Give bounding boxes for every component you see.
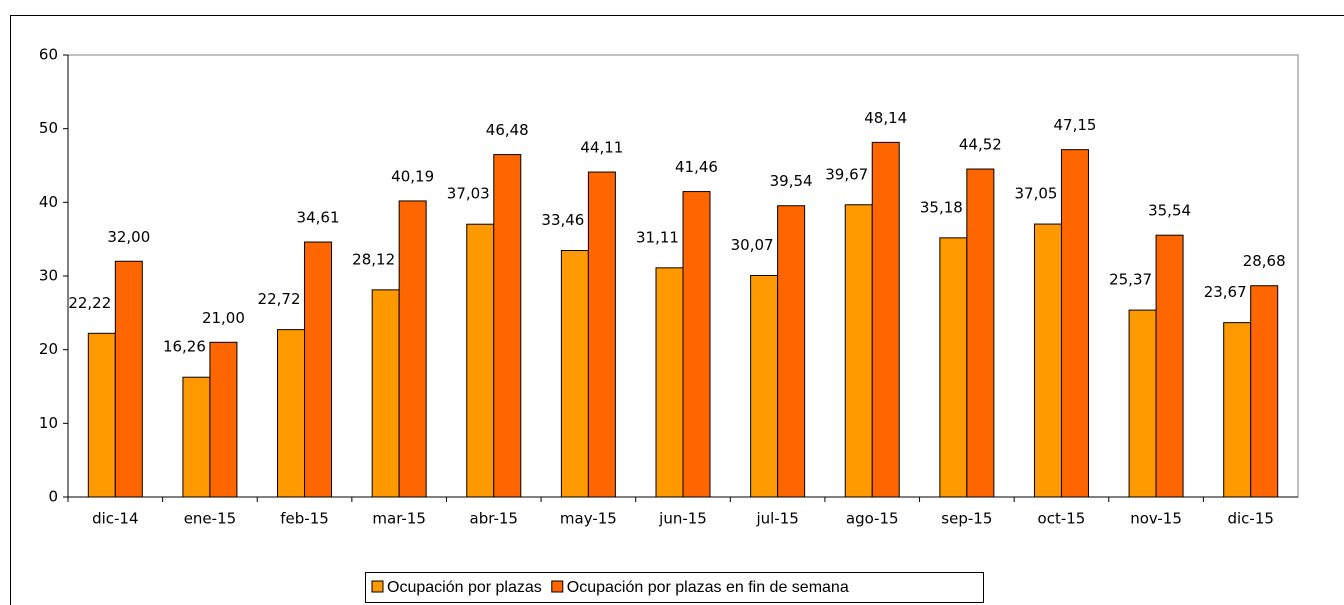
- value-label: 37,03: [447, 185, 490, 203]
- bar: [466, 223, 495, 498]
- bar: [682, 191, 711, 498]
- bar: [560, 250, 589, 498]
- value-label: 21,00: [202, 309, 245, 327]
- bar: [209, 341, 238, 498]
- x-tick-label: ene-15: [184, 510, 236, 528]
- y-tick-label: 10: [39, 414, 58, 432]
- bar: [1033, 223, 1062, 498]
- value-label: 40,19: [391, 167, 434, 185]
- value-label: 33,46: [541, 211, 584, 229]
- value-label: 41,46: [675, 158, 718, 176]
- bar: [587, 171, 616, 498]
- value-label: 48,14: [864, 109, 907, 127]
- y-tick-label: 20: [39, 340, 58, 358]
- x-tick-label: ago-15: [846, 510, 899, 528]
- value-label: 34,61: [297, 209, 340, 227]
- value-label: 23,67: [1204, 283, 1247, 301]
- x-tick-label: may-15: [560, 510, 617, 528]
- legend-label: Ocupación por plazas en fin de semana: [567, 579, 849, 596]
- x-tick-label: mar-15: [372, 510, 426, 528]
- value-label: 35,54: [1148, 202, 1191, 220]
- x-tick-label: nov-15: [1130, 510, 1182, 528]
- bar: [493, 154, 522, 498]
- y-tick-label: 50: [39, 119, 58, 137]
- legend-box: [365, 572, 984, 603]
- bar: [871, 141, 900, 498]
- value-label: 44,52: [959, 136, 1002, 154]
- bar: [750, 274, 779, 498]
- value-label: 25,37: [1109, 271, 1152, 289]
- legend-swatch: [371, 580, 384, 593]
- x-tick-label: dic-15: [1227, 510, 1273, 528]
- x-tick-label: dic-14: [92, 510, 138, 528]
- bar: [1128, 309, 1157, 498]
- value-label: 16,26: [163, 338, 206, 356]
- bar: [277, 329, 306, 498]
- bar: [1250, 285, 1279, 498]
- bar: [1060, 149, 1089, 498]
- value-label: 22,22: [68, 294, 111, 312]
- bar: [87, 332, 116, 498]
- bar: [655, 267, 684, 498]
- x-tick-label: jul-15: [755, 510, 798, 528]
- bar: [114, 260, 143, 498]
- y-tick-label: 0: [48, 488, 58, 506]
- legend-label: Ocupación por plazas: [387, 579, 542, 596]
- value-label: 37,05: [1014, 185, 1057, 203]
- bar: [777, 205, 806, 498]
- chart-border: [10, 15, 1344, 605]
- value-label: 39,54: [770, 172, 813, 190]
- x-tick-label: abr-15: [470, 510, 518, 528]
- value-label: 28,12: [352, 250, 395, 268]
- value-label: 28,68: [1243, 252, 1286, 270]
- bar: [966, 168, 995, 498]
- y-tick-label: 40: [39, 193, 58, 211]
- value-label: 31,11: [636, 228, 679, 246]
- x-tick-label: oct-15: [1038, 510, 1086, 528]
- bar: [304, 241, 333, 498]
- legend-swatch: [551, 580, 564, 593]
- value-label: 44,11: [580, 139, 623, 157]
- bar: [398, 200, 427, 498]
- value-label: 39,67: [825, 165, 868, 183]
- bar: [1155, 234, 1184, 498]
- x-tick-label: feb-15: [280, 510, 329, 528]
- value-label: 35,18: [920, 198, 963, 216]
- bar: [371, 289, 400, 498]
- value-label: 47,15: [1053, 116, 1096, 134]
- bar: [844, 204, 873, 498]
- y-tick-label: 30: [39, 267, 58, 285]
- value-label: 32,00: [107, 228, 150, 246]
- y-tick-label: 60: [39, 46, 58, 64]
- x-tick-label: sep-15: [941, 510, 992, 528]
- bar: [1223, 322, 1252, 498]
- bar: [182, 376, 211, 498]
- value-label: 22,72: [258, 290, 301, 308]
- value-label: 46,48: [486, 121, 529, 139]
- x-tick-label: jun-15: [658, 510, 707, 528]
- bar: [939, 237, 968, 498]
- value-label: 30,07: [731, 236, 774, 254]
